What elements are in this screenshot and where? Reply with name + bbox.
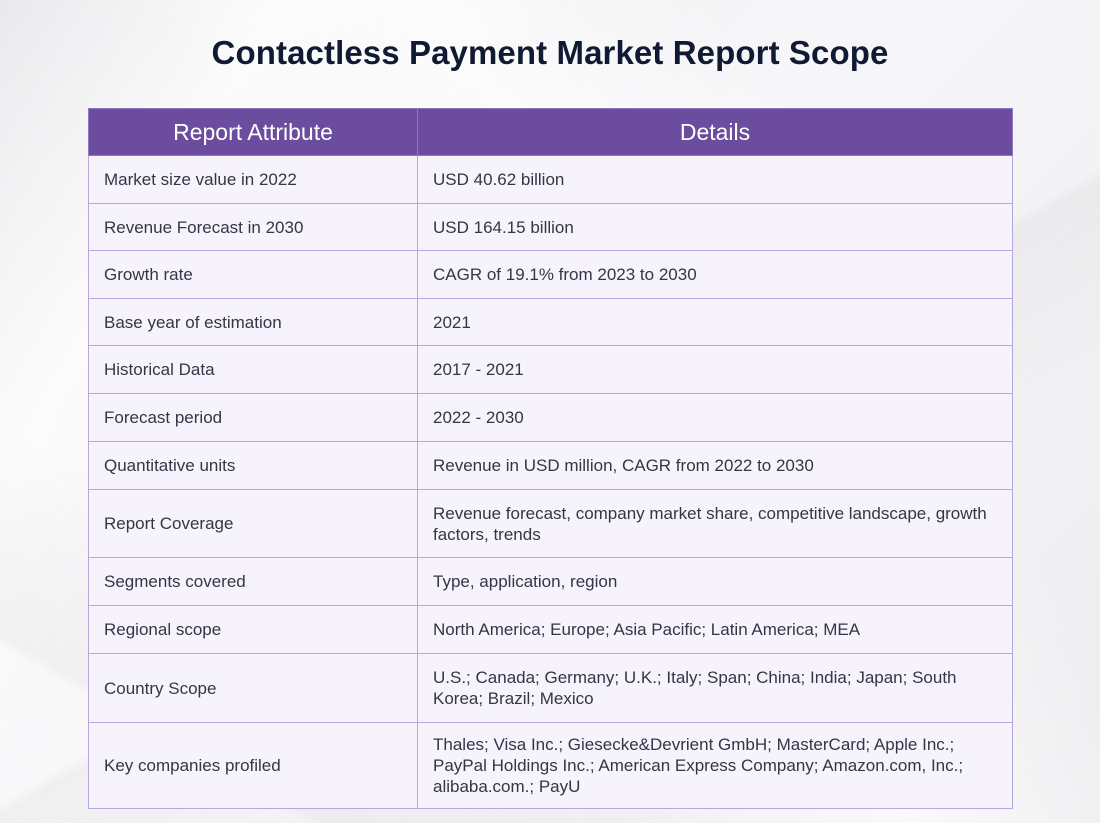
details-cell: CAGR of 19.1% from 2023 to 2030 — [417, 250, 1013, 299]
attribute-cell: Quantitative units — [88, 441, 418, 490]
table-row: Report Coverage Revenue forecast, compan… — [88, 489, 1013, 558]
attribute-cell: Base year of estimation — [88, 298, 418, 346]
attribute-cell: Forecast period — [88, 393, 418, 442]
table-row: Revenue Forecast in 2030 USD 164.15 bill… — [88, 203, 1013, 251]
details-cell: Revenue forecast, company market share, … — [417, 489, 1013, 558]
details-cell: 2017 - 2021 — [417, 345, 1013, 394]
table-row: Segments covered Type, application, regi… — [88, 557, 1013, 606]
header-report-attribute: Report Attribute — [88, 108, 418, 156]
table-row: Historical Data 2017 - 2021 — [88, 345, 1013, 394]
details-cell: 2022 - 2030 — [417, 393, 1013, 442]
table-row: Market size value in 2022 USD 40.62 bill… — [88, 155, 1013, 204]
attribute-cell: Country Scope — [88, 653, 418, 723]
attribute-cell: Report Coverage — [88, 489, 418, 558]
table-row: Growth rate CAGR of 19.1% from 2023 to 2… — [88, 250, 1013, 299]
details-cell: Type, application, region — [417, 557, 1013, 606]
header-details: Details — [417, 108, 1013, 156]
attribute-cell: Revenue Forecast in 2030 — [88, 203, 418, 251]
details-cell: USD 40.62 billion — [417, 155, 1013, 204]
attribute-cell: Segments covered — [88, 557, 418, 606]
details-cell: 2021 — [417, 298, 1013, 346]
page-title: Contactless Payment Market Report Scope — [211, 34, 889, 71]
table-row: Base year of estimation 2021 — [88, 298, 1013, 346]
table-row: Forecast period 2022 - 2030 — [88, 393, 1013, 442]
details-cell: Thales; Visa Inc.; Giesecke&Devrient Gmb… — [417, 722, 1013, 809]
table-row: Quantitative units Revenue in USD millio… — [88, 441, 1013, 490]
attribute-cell: Historical Data — [88, 345, 418, 394]
attribute-cell: Regional scope — [88, 605, 418, 654]
attribute-cell: Growth rate — [88, 250, 418, 299]
attribute-cell: Market size value in 2022 — [88, 155, 418, 204]
attribute-cell: Key companies profiled — [88, 722, 418, 809]
table-row: Country Scope U.S.; Canada; Germany; U.K… — [88, 653, 1013, 723]
table-row: Key companies profiled Thales; Visa Inc.… — [88, 722, 1013, 809]
table-header-row: Report Attribute Details — [88, 108, 1013, 156]
details-cell: North America; Europe; Asia Pacific; Lat… — [417, 605, 1013, 654]
details-cell: Revenue in USD million, CAGR from 2022 t… — [417, 441, 1013, 490]
details-cell: U.S.; Canada; Germany; U.K.; Italy; Span… — [417, 653, 1013, 723]
details-cell: USD 164.15 billion — [417, 203, 1013, 251]
report-scope-table: Report Attribute Details Market size val… — [88, 108, 1013, 809]
table-row: Regional scope North America; Europe; As… — [88, 605, 1013, 654]
